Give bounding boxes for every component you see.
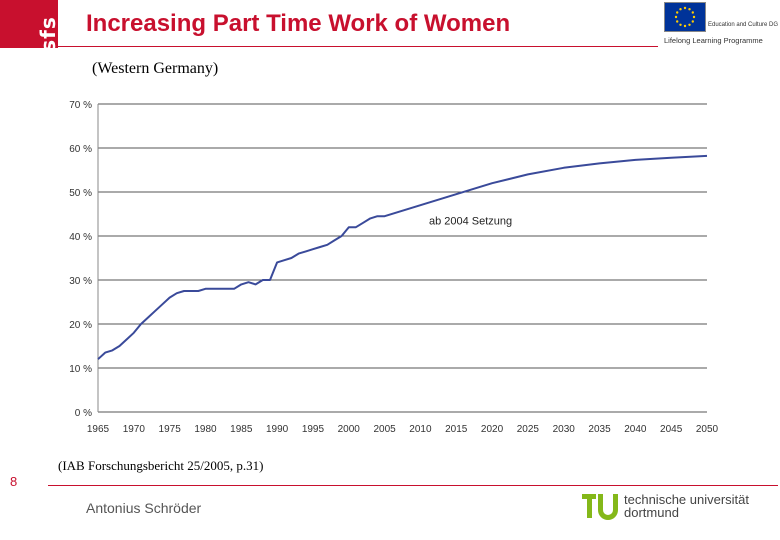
slide-title: Increasing Part Time Work of Women (86, 10, 511, 37)
eu-star (674, 15, 678, 19)
annotation-layer: ab 2004 Setzung (429, 216, 512, 228)
y-tick-label: 0 % (75, 408, 92, 419)
eu-program-label: Education and Culture DG (708, 22, 779, 28)
x-tick-label: 1965 (87, 424, 110, 435)
y-axis-ticks: 0 % 10 % 20 % 30 % 40 % 50 % 60 % 70 % (69, 100, 92, 419)
y-tick-label: 30 % (69, 276, 92, 287)
eu-star (676, 11, 679, 14)
y-tick-label: 70 % (69, 100, 92, 111)
eu-flag-icon (664, 2, 706, 32)
x-tick-label: 2030 (553, 424, 576, 435)
y-tick-label: 40 % (69, 232, 92, 243)
y-tick-label: 10 % (69, 364, 92, 375)
annotation-label: ab 2004 Setzung (429, 216, 512, 228)
x-tick-label: 2015 (445, 424, 468, 435)
y-tick-label: 20 % (69, 320, 92, 331)
x-tick-label: 2035 (588, 424, 611, 435)
footer-divider (48, 485, 778, 486)
x-tick-label: 2010 (409, 424, 432, 435)
eu-star (679, 23, 682, 26)
tu-name-line2: dortmund (624, 505, 679, 520)
x-tick-label: 2025 (517, 424, 540, 435)
x-tick-label: 1970 (123, 424, 146, 435)
eu-program-name: Lifelong Learning Programme (664, 36, 763, 45)
tu-logo-icon: technische universität dortmund (582, 490, 772, 524)
eu-program-logo: Education and Culture DG Lifelong Learni… (664, 2, 778, 48)
eu-star (683, 6, 687, 10)
eu-star (679, 8, 682, 11)
eu-star (691, 11, 694, 14)
x-tick-label: 1980 (194, 424, 217, 435)
tu-name-line1: technische universität (624, 492, 750, 507)
x-tick-label: 1985 (230, 424, 253, 435)
x-tick-label: 2050 (696, 424, 719, 435)
x-tick-label: 1990 (266, 424, 289, 435)
eu-star (683, 24, 687, 28)
x-axis-ticks: 1965 1970 1975 1980 1985 1990 1995 2000 2005 2010… (87, 424, 719, 435)
y-tick-label: 60 % (69, 144, 92, 155)
eu-star (691, 20, 694, 23)
x-tick-label: 2045 (660, 424, 683, 435)
eu-star (692, 15, 696, 19)
y-tick-label: 50 % (69, 188, 92, 199)
series-line (97, 154, 708, 360)
grid-layer (98, 103, 707, 413)
x-tick-label: 1975 (159, 424, 182, 435)
source-citation: (IAB Forschungsbericht 25/2005, p.31) (58, 458, 264, 473)
x-tick-label: 2005 (373, 424, 396, 435)
title-divider (58, 46, 658, 47)
page-number: 8 (10, 474, 18, 489)
eu-star (688, 8, 691, 11)
sfs-brand-bar: sfs (0, 0, 60, 52)
chart-subtitle: (Western Germany) (92, 60, 219, 77)
eu-star (676, 20, 679, 23)
series-layer (97, 154, 708, 360)
x-tick-label: 2020 (481, 424, 504, 435)
x-tick-label: 2000 (338, 424, 361, 435)
x-tick-label: 2040 (624, 424, 647, 435)
eu-star (688, 23, 691, 26)
author-name: Antonius Schröder (86, 500, 202, 516)
x-tick-label: 1995 (302, 424, 325, 435)
